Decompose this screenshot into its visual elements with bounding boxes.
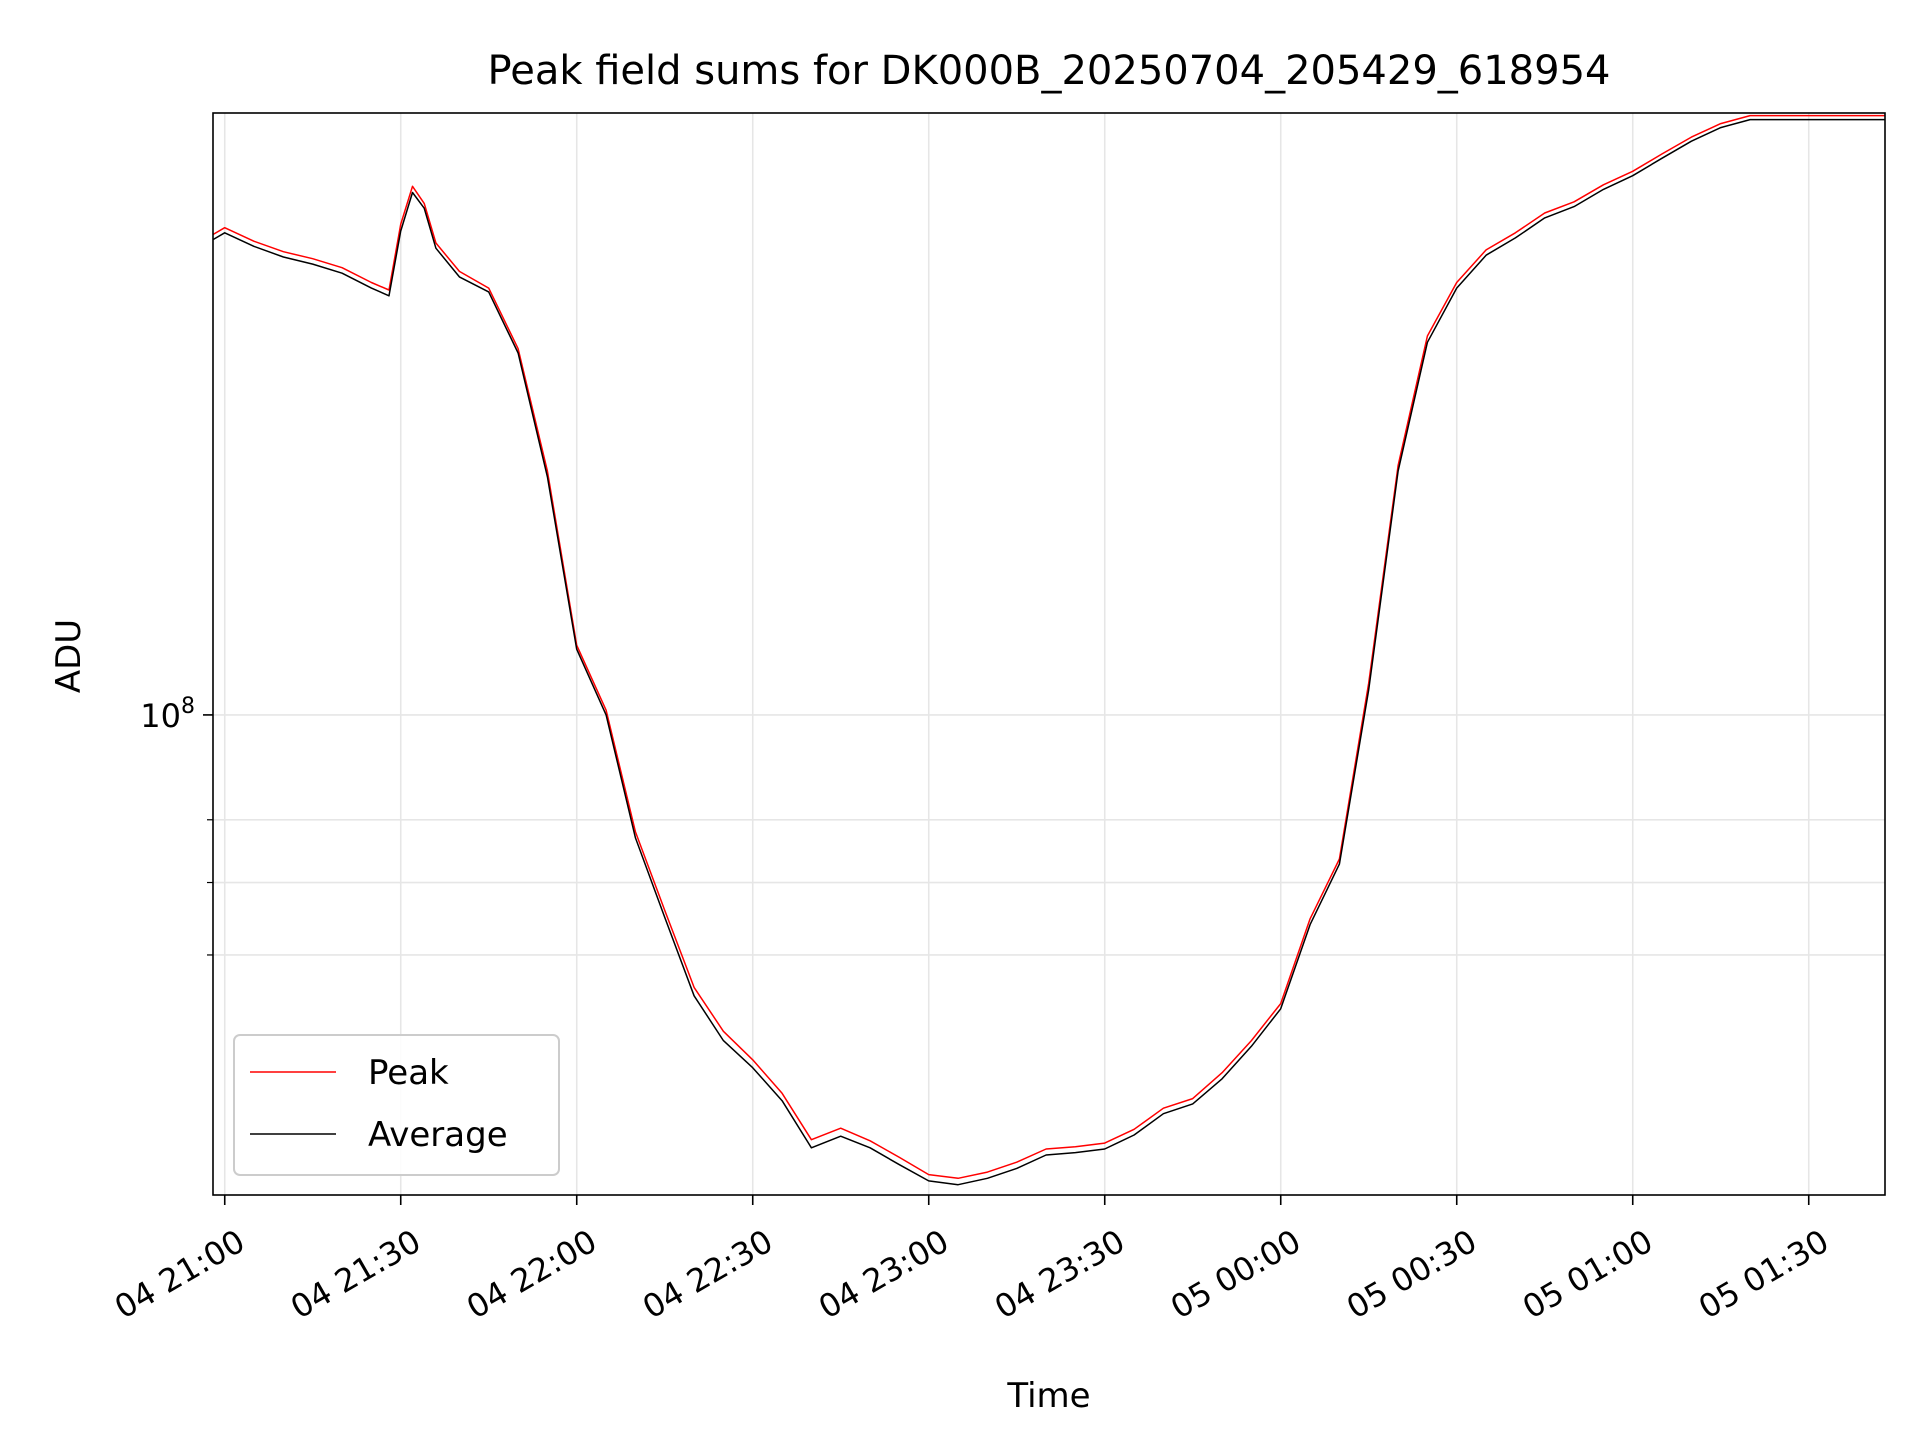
legend-average-label: Average <box>368 1115 508 1155</box>
y-tick-label: 108 <box>140 694 195 735</box>
legend-box <box>233 1034 560 1176</box>
series-layer <box>212 114 1885 1186</box>
plot-frame <box>212 112 1886 1196</box>
chart-title: Peak field sums for DK000B_20250704_2054… <box>488 48 1611 94</box>
y-axis-ticks: 108 <box>140 694 213 956</box>
series-line-peak <box>212 114 1885 1180</box>
x-axis-label: Time <box>1006 1376 1090 1416</box>
legend-peak-label: Peak <box>368 1053 449 1093</box>
series-line-average <box>212 118 1885 1186</box>
y-axis-label: ADU <box>49 619 89 693</box>
legend: Peak Average <box>233 1034 560 1176</box>
gridlines <box>213 113 1885 1195</box>
